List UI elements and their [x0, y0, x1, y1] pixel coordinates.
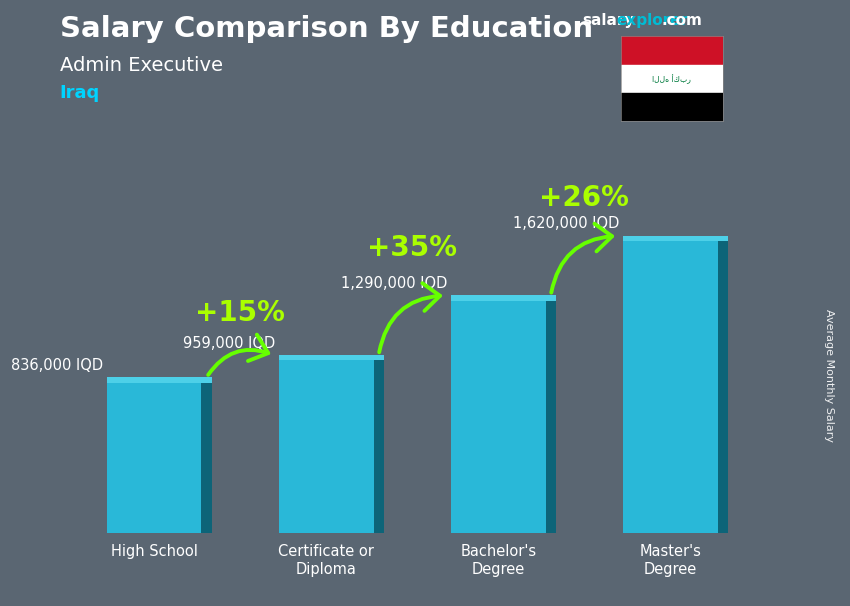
Text: .com: .com — [661, 13, 702, 28]
Bar — [620, 93, 722, 121]
Text: Average Monthly Salary: Average Monthly Salary — [824, 309, 834, 442]
Text: Salary Comparison By Education: Salary Comparison By Education — [60, 15, 592, 43]
FancyBboxPatch shape — [451, 301, 546, 533]
Text: salary: salary — [582, 13, 635, 28]
Text: +35%: +35% — [367, 234, 457, 262]
Text: 959,000 IQD: 959,000 IQD — [184, 336, 275, 350]
Text: +26%: +26% — [540, 184, 629, 211]
FancyBboxPatch shape — [717, 241, 728, 533]
Polygon shape — [451, 296, 556, 301]
Polygon shape — [279, 355, 384, 361]
Bar — [620, 65, 722, 93]
Text: 1,290,000 IQD: 1,290,000 IQD — [341, 276, 447, 291]
Text: 836,000 IQD: 836,000 IQD — [11, 358, 104, 373]
Text: 1,620,000 IQD: 1,620,000 IQD — [513, 216, 620, 231]
Bar — [620, 36, 722, 65]
FancyBboxPatch shape — [279, 361, 373, 533]
FancyArrowPatch shape — [552, 224, 612, 293]
Text: Iraq: Iraq — [60, 84, 99, 102]
FancyArrowPatch shape — [379, 283, 440, 352]
Text: explorer: explorer — [616, 13, 689, 28]
FancyBboxPatch shape — [201, 382, 212, 533]
FancyBboxPatch shape — [623, 241, 717, 533]
FancyBboxPatch shape — [107, 382, 201, 533]
FancyBboxPatch shape — [373, 361, 384, 533]
FancyArrowPatch shape — [208, 335, 269, 375]
Text: الله أكبر: الله أكبر — [652, 74, 691, 84]
Polygon shape — [623, 236, 728, 241]
Text: +15%: +15% — [196, 299, 285, 327]
Text: Admin Executive: Admin Executive — [60, 56, 223, 75]
FancyBboxPatch shape — [546, 301, 556, 533]
Polygon shape — [107, 378, 212, 382]
